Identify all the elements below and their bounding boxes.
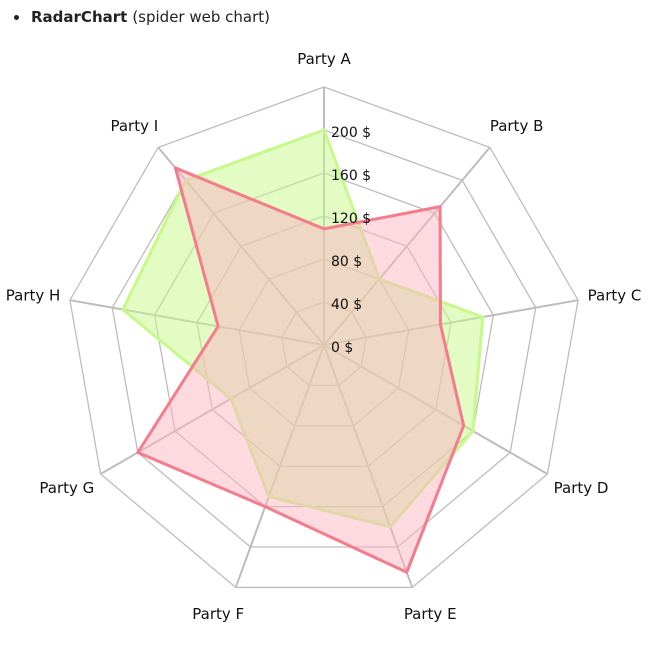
grid-ring bbox=[111, 129, 537, 548]
tick-label: 120 $ bbox=[331, 211, 371, 227]
grid-ring bbox=[69, 86, 579, 589]
category-label: Party C bbox=[588, 286, 642, 304]
category-label: Party E bbox=[404, 605, 457, 623]
category-label: Party G bbox=[39, 479, 94, 497]
chart-heading: RadarChart (spider web chart) bbox=[14, 8, 270, 26]
tick-label: 160 $ bbox=[331, 168, 371, 184]
category-label: Party D bbox=[554, 479, 609, 497]
category-label: Party A bbox=[297, 50, 351, 68]
category-label: Party F bbox=[192, 605, 244, 623]
label-layer: Party A Party B Party C Party D Party E Party… bbox=[6, 50, 642, 623]
tick-label: 0 $ bbox=[331, 340, 353, 356]
series-area-2 bbox=[136, 166, 466, 574]
chart-subtitle: (spider web chart) bbox=[132, 8, 270, 26]
tick-label: 200 $ bbox=[331, 125, 371, 141]
category-label: Party I bbox=[110, 117, 158, 135]
chart-title: RadarChart bbox=[31, 8, 128, 26]
category-label: Party B bbox=[490, 117, 544, 135]
tick-label: 40 $ bbox=[331, 297, 362, 313]
tick-layer: 0 $ 40 $ 80 $ 120 $ 160 $ 200 $ bbox=[331, 125, 371, 356]
category-label: Party H bbox=[6, 286, 61, 304]
bullet-icon bbox=[14, 14, 19, 20]
series-layer bbox=[121, 128, 485, 574]
tick-label: 80 $ bbox=[331, 254, 362, 270]
